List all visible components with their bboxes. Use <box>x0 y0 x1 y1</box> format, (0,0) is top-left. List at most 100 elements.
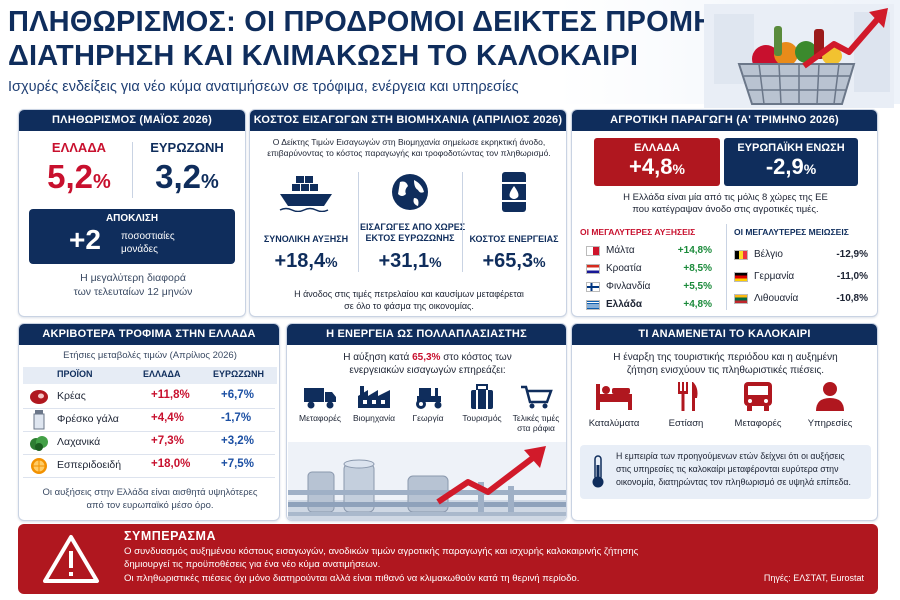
bed-icon <box>596 384 632 410</box>
eurozone-inflation-value: 3,2% <box>155 158 219 195</box>
stat-total-increase: ΣΥΝΟΛΙΚΗ ΑΥΞΗΣΗ +18,4% <box>256 166 356 278</box>
greece-agri-box: ΕΛΛΑΔΑ +4,8% <box>594 138 720 186</box>
increases-title: ΟΙ ΜΕΓΑΛΥΤΕΡΕΣ ΑΥΞΗΣΕΙΣ <box>580 227 696 237</box>
energy-multiplier-panel: Η ΕΝΕΡΓΕΙΑ ΩΣ ΠΟΛΛΑΠΛΑΣΙΑΣΤΗΣ Η αύξηση κ… <box>286 323 567 521</box>
suitcase-icon <box>471 384 493 409</box>
bus-icon <box>744 382 772 411</box>
decrease-row-belgium: Βέλγιο -12,9% <box>734 246 872 264</box>
finland-flag-icon <box>586 282 600 292</box>
thermometer-icon <box>592 455 604 488</box>
cart-icon <box>521 385 553 409</box>
stat-energy-cost: ΚΟΣΤΟΣ ΕΝΕΡΓΕΙΑΣ +65,3% <box>464 166 564 278</box>
page-subtitle: Ισχυρές ενδείξεις για νέο κύμα ανατιμήσε… <box>8 79 519 95</box>
divider <box>462 172 463 272</box>
globe-icon <box>392 174 428 210</box>
greece-label: ΕΛΛΑΔΑ <box>634 142 680 154</box>
intro-line-2: ζήτηση ενισχύουν τις πληθωριστικές πιέσε… <box>626 365 825 376</box>
citrus-icon <box>31 458 47 474</box>
note-line-1: Η μεγαλύτερη διαφορά <box>80 272 186 284</box>
note-line-2: στις υπηρεσίες τις καλοκαίρι μεταφέροντα… <box>616 464 839 474</box>
vegetable-icon <box>30 436 48 451</box>
table-row: Λαχανικά +7,3% +3,2% <box>23 432 275 455</box>
gap-label: ΑΠΟΚΛΙΣΗ <box>105 213 159 224</box>
gap-value: +2 <box>69 224 101 255</box>
note-line-1: Οι αυξήσεις στην Ελλάδα είναι αισθητά υψ… <box>42 487 258 498</box>
table-row: Κρέας +11,8% +6,7% <box>23 386 275 409</box>
sector-tourism: Τουρισμός <box>457 384 507 423</box>
note-line-1: Η εμπειρία των προηγούμενων ετών δείχνει… <box>616 451 845 461</box>
panel-heading: ΚΟΣΤΟΣ ΕΙΣΑΓΩΓΩΝ ΣΤΗ ΒΙΟΜΗΧΑΝΙΑ (ΑΠΡΙΛΙΟ… <box>250 110 566 131</box>
page-title-line-1: ΠΛΗΘΩΡΙΣΜΟΣ: ΟΙ ΠΡΟΔΡΟΜΟΙ ΔΕΙΚΤΕΣ ΠΡΟΜΗΝ… <box>8 6 817 38</box>
stat-label-line-1: ΕΙΣΑΓΩΓΕΣ ΑΠΟ ΧΩΡΕΣ <box>360 222 466 232</box>
oil-barrel-icon <box>502 172 526 212</box>
belgium-flag-icon <box>734 250 748 260</box>
lithuania-flag-icon <box>734 294 748 304</box>
factory-icon <box>358 386 390 408</box>
panel-heading: ΑΚΡΙΒΟΤΕΡΑ ΤΡΟΦΙΜΑ ΣΤΗΝ ΕΛΛΑΔΑ <box>19 324 279 345</box>
refinery-pipes-illustration <box>288 442 566 520</box>
historical-note-box: Η εμπειρία των προηγούμενων ετών δείχνει… <box>580 445 871 499</box>
gap-unit-line-2: μονάδες <box>121 244 158 255</box>
warning-icon <box>43 535 99 583</box>
germany-flag-icon <box>734 272 748 282</box>
eurozone-label: ΕΥΡΩΖΩΝΗ <box>150 140 224 155</box>
column-header-greece: ΕΛΛΑΔΑ <box>143 369 181 379</box>
cutlery-icon <box>678 382 698 411</box>
croatia-flag-icon <box>586 264 600 274</box>
import-costs-panel: ΚΟΣΤΟΣ ΕΙΣΑΓΩΓΩΝ ΣΤΗ ΒΙΟΜΗΧΑΝΙΑ (ΑΠΡΙΛΙΟ… <box>249 109 567 317</box>
note-line-2: από τον ευρωπαϊκό μέσο όρο. <box>86 500 214 511</box>
stat-non-eurozone-imports: ΕΙΣΑΓΩΓΕΣ ΑΠΟ ΧΩΡΕΣ ΕΚΤΟΣ ΕΥΡΩΖΩΝΗΣ +31,… <box>360 166 466 278</box>
summer-outlook-panel: ΤΙ ΑΝΑΜΕΝΕΤΑΙ ΤΟ ΚΑΛΟΚΑΙΡΙ Η έναρξη της … <box>571 323 878 521</box>
divider <box>726 224 727 310</box>
intro-line-1: Ο Δείκτης Τιμών Εισαγωγών στη Βιομηχανία… <box>272 137 546 147</box>
sources: Πηγές: ΕΛΣΤΑΤ, Eurostat <box>763 573 864 583</box>
eu-agri-value: -2,9% <box>765 154 817 179</box>
intro-line-2: επιβαρύνοντας το κόστος παραγωγής και τρ… <box>267 148 551 158</box>
summer-item-services: Υπηρεσίες <box>800 380 860 429</box>
increase-row-finland: Φινλανδία +5,5% <box>586 278 716 296</box>
table-row: Εσπεριδοειδή +18,0% +7,5% <box>23 455 275 478</box>
greece-flag-icon <box>586 300 600 310</box>
table-subheading: Ετήσιες μεταβολές τιμών (Απρίλιος 2026) <box>63 350 237 361</box>
panel-heading: ΑΓΡΟΤΙΚΗ ΠΑΡΑΓΩΓΗ (Α' ΤΡΙΜΗΝΟ 2026) <box>572 110 877 131</box>
summer-item-dining: Εστίαση <box>656 380 716 429</box>
stat-label-line-2: ΕΚΤΟΣ ΕΥΡΩΖΩΝΗΣ <box>365 233 455 243</box>
greece-label: ΕΛΛΑΔΑ <box>51 140 107 155</box>
stat-label-line-1: ΚΟΣΤΟΣ ΕΝΕΡΓΕΙΑΣ <box>469 234 559 244</box>
panel-heading: Η ΕΝΕΡΓΕΙΑ ΩΣ ΠΟΛΛΑΠΛΑΣΙΑΣΤΗΣ <box>287 324 566 345</box>
note-line-1: Η άνοδος στις τιμές πετρελαίου και καυσί… <box>294 289 524 299</box>
header: ΠΛΗΘΩΡΙΣΜΟΣ: ΟΙ ΠΡΟΔΡΟΜΟΙ ΔΕΙΚΤΕΣ ΠΡΟΜΗΝ… <box>0 0 900 108</box>
increase-row-malta: Μάλτα +14,8% <box>586 242 716 260</box>
summer-item-transport: Μεταφορές <box>728 380 788 429</box>
intro-line-2: ενεργειακών εισαγωγών επηρεάζει: <box>349 365 506 376</box>
cargo-ship-icon <box>279 176 332 212</box>
sector-industry: Βιομηχανία <box>349 384 399 423</box>
decrease-row-lithuania: Λιθουανία -10,8% <box>734 290 872 308</box>
note-line-1: Η Ελλάδα είναι μία από τις μόλις 8 χώρες… <box>623 192 828 203</box>
conclusion-banner: ΣΥΜΠΕΡΑΣΜΑ Ο συνδυασμός αυξημένου κόστου… <box>18 524 878 594</box>
food-prices-panel: ΑΚΡΙΒΟΤΕΡΑ ΤΡΟΦΙΜΑ ΣΤΗΝ ΕΛΛΑΔΑ Ετήσιες μ… <box>18 323 280 521</box>
divider <box>132 142 133 198</box>
panel-heading: ΤΙ ΑΝΑΜΕΝΕΤΑΙ ΤΟ ΚΑΛΟΚΑΙΡΙ <box>572 324 877 345</box>
person-icon <box>816 382 844 411</box>
table-header-row <box>23 367 277 384</box>
increase-row-croatia: Κροατία +8,5% <box>586 260 716 278</box>
column-header-eurozone: ΕΥΡΩΖΩΝΗ <box>213 369 264 379</box>
decreases-title: ΟΙ ΜΕΓΑΛΥΤΕΡΕΣ ΜΕΙΩΣΕΙΣ <box>734 227 849 237</box>
milk-icon <box>33 410 45 430</box>
table-row: Φρέσκο γάλα +4,4% -1,7% <box>23 409 275 432</box>
tractor-icon <box>416 388 442 409</box>
panel-heading: ΠΛΗΘΩΡΙΣΜΟΣ (ΜΑΪΟΣ 2026) <box>19 110 245 131</box>
malta-flag-icon <box>586 246 600 256</box>
sector-transport: Μεταφορές <box>295 384 345 423</box>
summer-item-lodging: Καταλύματα <box>584 380 644 429</box>
conclusion-title: ΣΥΜΠΕΡΑΣΜΑ <box>124 529 216 543</box>
greece-agri-value: +4,8% <box>629 154 685 179</box>
stat-value: +18,4% <box>274 250 338 272</box>
note-line-3: οικονομία, διατηρώντας τον πληθωρισμό σε… <box>616 477 851 487</box>
conclusion-line-2: δημιουργεί τις προϋποθέσεις για ένα νέο … <box>124 559 381 570</box>
gap-unit-line-1: ποσοστιαίες <box>121 231 175 242</box>
sector-agriculture: Γεωργία <box>403 384 453 423</box>
conclusion-line-1: Ο συνδυασμός αυξημένου κόστους εισαγωγών… <box>124 546 639 557</box>
stat-value: +31,1% <box>378 250 442 272</box>
